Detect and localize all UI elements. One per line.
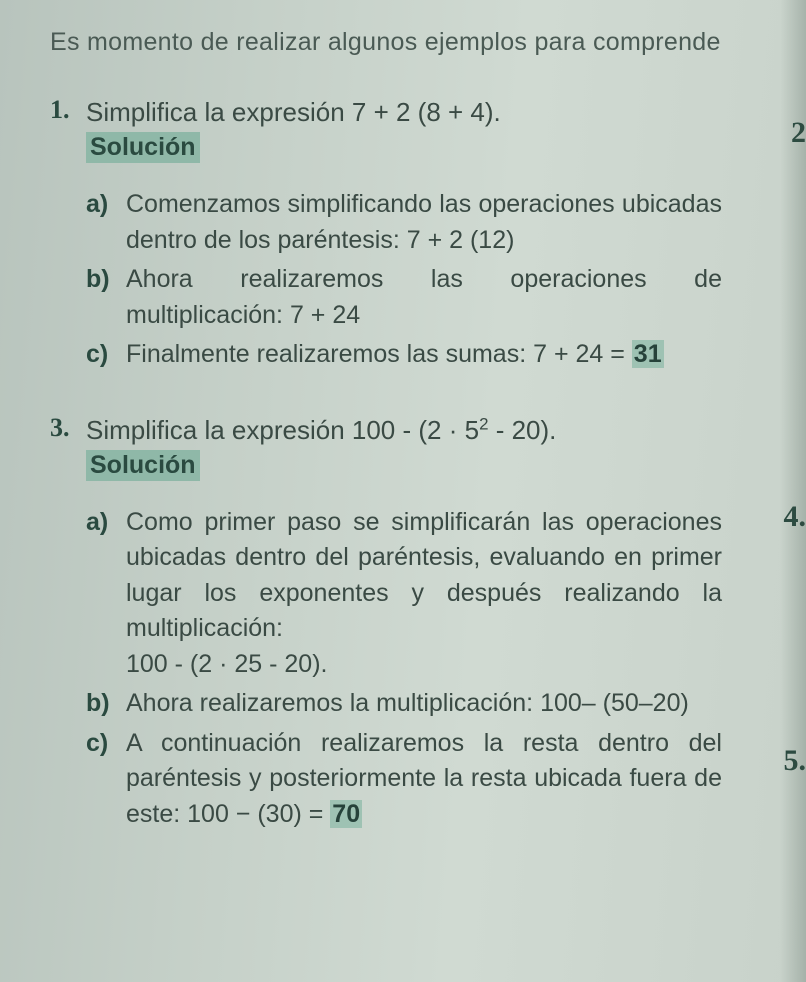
step-text: Ahora realizaremos las operaciones de mu… xyxy=(126,265,722,329)
step-letter: c) xyxy=(86,726,108,762)
step-item: b) Ahora realizaremos la multiplicación:… xyxy=(86,686,806,722)
step-text: Ahora realizaremos la multiplicación: 10… xyxy=(126,689,689,717)
problem-number: 1. xyxy=(50,95,70,125)
problem-title: Simplifica la expresión 100 - (2 · 52 - … xyxy=(86,415,556,445)
step-item: a) Como primer paso se simplificarán las… xyxy=(86,505,806,683)
step-letter: a) xyxy=(86,505,108,541)
page-content: Es momento de realizar algunos ejemplos … xyxy=(0,0,806,832)
answer-highlight: 31 xyxy=(632,340,664,368)
step-text: A continuación realizaremos la resta den… xyxy=(126,729,722,828)
steps-list: a) Como primer paso se simplificarán las… xyxy=(86,505,806,833)
step-text: Como primer paso se simplificarán las op… xyxy=(126,508,722,643)
steps-list: a) Comenzamos simplificando las operacio… xyxy=(86,187,806,373)
problem-title: Simplifica la expresión 7 + 2 (8 + 4). xyxy=(86,97,501,127)
step-item: b) Ahora realizaremos las operaciones de… xyxy=(86,262,806,333)
step-item: c) A continuación realizaremos la resta … xyxy=(86,726,806,833)
problem-header: 1. Simplifica la expresión 7 + 2 (8 + 4)… xyxy=(86,95,806,163)
step-item: a) Comenzamos simplificando las operacio… xyxy=(86,187,806,258)
intro-text: Es momento de realizar algunos ejemplos … xyxy=(50,28,806,57)
step-text: Finalmente realizaremos las sumas: 7 + 2… xyxy=(126,340,632,368)
step-letter: c) xyxy=(86,337,108,373)
step-text: Comenzamos simplificando las operaciones… xyxy=(126,190,722,254)
step-letter: b) xyxy=(86,686,110,722)
step-letter: a) xyxy=(86,187,108,223)
problem-header: 3. Simplifica la expresión 100 - (2 · 52… xyxy=(86,413,806,481)
step-letter: b) xyxy=(86,262,110,298)
problem-block: 3. Simplifica la expresión 100 - (2 · 52… xyxy=(50,413,806,833)
step-item: c) Finalmente realizaremos las sumas: 7 … xyxy=(86,337,806,373)
solution-label: Solución xyxy=(86,450,200,481)
problem-block: 1. Simplifica la expresión 7 + 2 (8 + 4)… xyxy=(50,95,806,373)
step-tail: 100 - (2 · 25 - 20). xyxy=(126,650,327,678)
page-edge-shadow xyxy=(780,0,806,982)
answer-highlight: 70 xyxy=(330,800,362,828)
problem-number: 3. xyxy=(50,413,70,443)
solution-label: Solución xyxy=(86,132,200,163)
